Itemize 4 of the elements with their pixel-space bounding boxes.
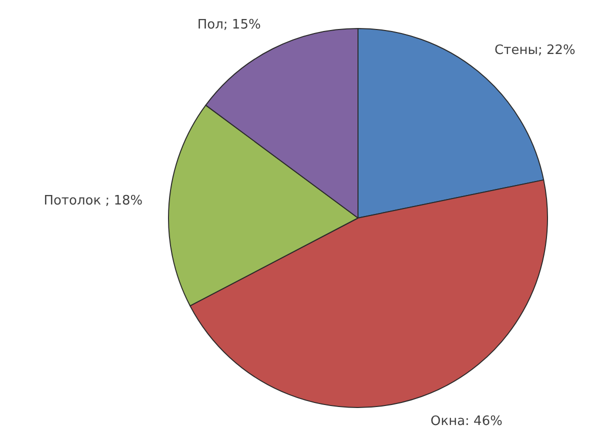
slice-label: Стены; 22% [494, 42, 576, 58]
slice-label: Потолок ; 18% [44, 194, 143, 209]
slice-label: Окна: 46% [430, 414, 502, 429]
slice-label: Пол; 15% [197, 17, 261, 32]
